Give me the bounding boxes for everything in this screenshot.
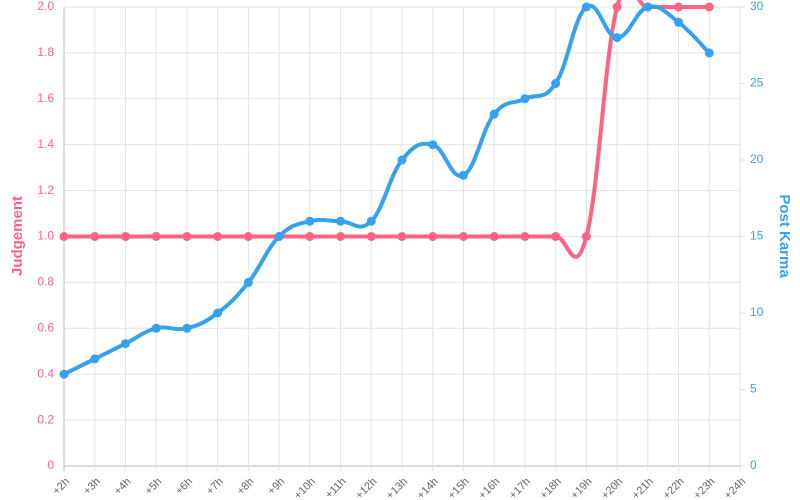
data-point xyxy=(520,232,530,241)
x-tick-label: +4h xyxy=(112,476,134,498)
data-point xyxy=(428,140,438,150)
data-point xyxy=(336,232,346,241)
x-tick-label: +5h xyxy=(143,476,165,498)
y-tick-label: 1.2 xyxy=(37,183,54,197)
data-point xyxy=(243,277,253,287)
y2-tick-label: 25 xyxy=(750,76,764,90)
data-point xyxy=(182,232,192,241)
y-tick-label: 0.6 xyxy=(37,320,54,334)
x-tick-label: +14h xyxy=(415,476,441,500)
y2-tick-label: 20 xyxy=(750,152,764,166)
x-tick-label: +10h xyxy=(292,476,318,500)
data-point xyxy=(90,232,100,241)
y-tick-label: 2.0 xyxy=(37,0,54,13)
x-tick-label: +11h xyxy=(323,476,348,500)
x-tick-label: +19h xyxy=(569,476,595,500)
data-point xyxy=(551,232,561,241)
data-point xyxy=(366,232,376,241)
x-tick-label: +6h xyxy=(173,476,195,498)
data-point xyxy=(305,232,315,241)
y2-tick-label: 0 xyxy=(750,458,757,472)
data-point xyxy=(182,323,192,333)
x-tick-label: +23h xyxy=(691,476,717,500)
data-point xyxy=(274,232,284,241)
x-tick-label: +24h xyxy=(722,476,748,500)
data-point xyxy=(397,232,407,241)
data-point xyxy=(336,216,346,226)
y2-tick-label: 10 xyxy=(750,305,764,319)
y2-axis-label: Post Karma xyxy=(776,194,793,278)
y-axis-label: Judgement xyxy=(9,196,26,276)
y-tick-label: 0.2 xyxy=(37,412,54,426)
data-point xyxy=(59,232,69,241)
y-tick-label: 1.4 xyxy=(37,137,54,151)
data-point xyxy=(674,2,684,12)
y2-tick-label: 15 xyxy=(750,229,764,243)
data-point xyxy=(458,170,468,180)
data-point xyxy=(243,232,253,241)
data-point xyxy=(674,17,684,27)
x-tick-label: +7h xyxy=(204,476,226,498)
y2-tick-label: 30 xyxy=(750,0,764,13)
data-point xyxy=(59,369,69,379)
series-line xyxy=(63,3,711,376)
y-tick-label: 0.4 xyxy=(37,366,54,380)
data-point xyxy=(489,232,499,241)
data-point xyxy=(120,232,130,241)
data-point xyxy=(643,2,653,12)
data-point xyxy=(489,109,499,119)
x-tick-label: +18h xyxy=(538,476,564,500)
x-tick-label: +9h xyxy=(266,476,288,498)
data-point xyxy=(612,33,622,43)
data-point xyxy=(520,94,530,104)
data-point xyxy=(704,48,714,58)
data-point xyxy=(305,216,315,226)
data-point xyxy=(151,323,161,333)
x-tick-label: +17h xyxy=(507,476,533,500)
data-point xyxy=(213,232,223,241)
x-tick-label: +12h xyxy=(353,476,379,500)
y-tick-label: 0 xyxy=(47,458,54,472)
x-tick-label: +16h xyxy=(476,476,502,500)
x-tick-label: +20h xyxy=(599,476,625,500)
x-tick-label: +13h xyxy=(384,476,410,500)
y2-tick-label: 5 xyxy=(750,382,757,396)
data-point xyxy=(458,232,468,241)
x-tick-label: +22h xyxy=(661,476,687,500)
data-point xyxy=(704,2,714,12)
x-tick-label: +2h xyxy=(50,476,72,498)
data-point xyxy=(612,2,622,12)
y-tick-label: 1.8 xyxy=(37,45,54,59)
y-tick-label: 1.6 xyxy=(37,91,54,105)
y-tick-label: 1.0 xyxy=(37,229,54,243)
data-point xyxy=(366,216,376,226)
y-tick-label: 0.8 xyxy=(37,275,54,289)
data-point xyxy=(428,232,438,241)
data-point xyxy=(151,232,161,241)
data-point xyxy=(397,155,407,165)
x-tick-label: +21h xyxy=(630,476,656,500)
x-tick-label: +8h xyxy=(235,476,257,498)
data-point xyxy=(90,354,100,364)
series-line xyxy=(64,0,710,259)
data-point xyxy=(213,308,223,318)
data-point xyxy=(581,2,591,12)
data-point xyxy=(581,232,591,241)
data-point xyxy=(551,79,561,88)
x-tick-label: +15h xyxy=(446,476,472,500)
x-tick-label: +3h xyxy=(81,476,103,498)
data-point xyxy=(120,339,130,349)
